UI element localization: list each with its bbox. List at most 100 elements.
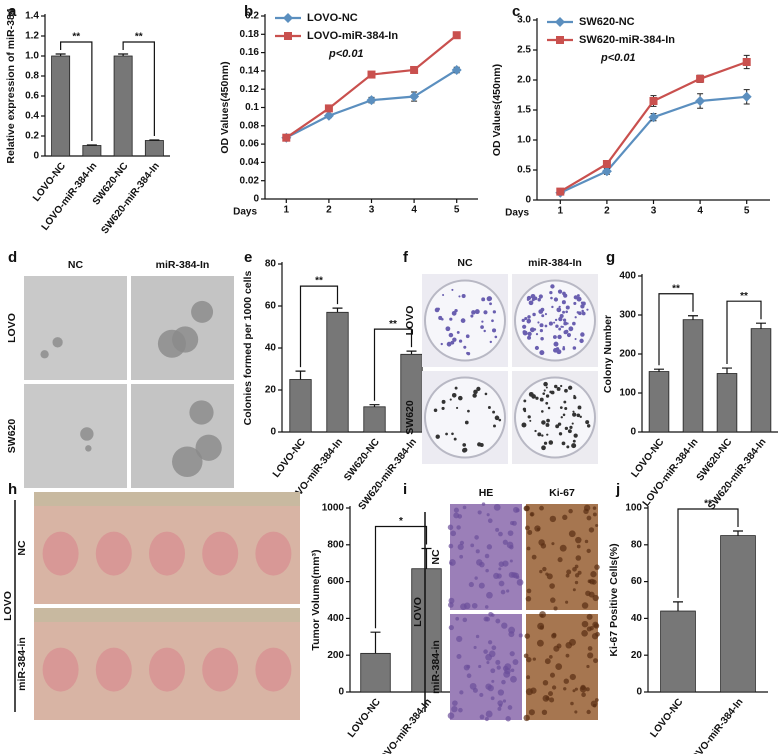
colony	[491, 319, 494, 323]
colony	[522, 324, 527, 329]
y-tick-label: 0	[636, 687, 642, 698]
panel-letter: a	[8, 3, 17, 20]
y-tick-label: 1.2	[25, 31, 39, 42]
cell	[569, 638, 576, 646]
cell	[456, 653, 462, 659]
colony	[550, 390, 555, 395]
cell	[469, 682, 477, 690]
cell	[590, 700, 598, 708]
cell	[592, 594, 599, 602]
colony	[521, 422, 527, 428]
colony	[456, 406, 459, 410]
error-bar	[421, 547, 432, 569]
colony	[564, 426, 569, 431]
y-tick-label: 0	[270, 427, 276, 438]
row-label: NC	[16, 540, 28, 556]
y-tick-label: 0.6	[25, 91, 39, 102]
significance-bracket	[658, 293, 694, 366]
colony	[577, 405, 582, 410]
cell	[496, 665, 501, 670]
cell	[525, 525, 530, 531]
cell	[483, 649, 488, 654]
x-tick-label: LOVO-NC	[648, 697, 685, 740]
colony	[527, 315, 531, 319]
cell	[473, 645, 477, 650]
colony	[539, 397, 544, 402]
row-label: SW620	[404, 400, 416, 435]
colony	[574, 316, 577, 319]
colony	[562, 318, 567, 322]
colony	[579, 338, 584, 344]
colony	[544, 324, 548, 328]
dish	[514, 376, 596, 459]
cell	[512, 659, 519, 665]
cell	[453, 507, 459, 513]
marker	[323, 110, 334, 121]
cell	[594, 698, 599, 702]
colony	[460, 318, 466, 323]
colony	[572, 439, 576, 443]
row-label: LOVO	[404, 306, 416, 336]
colony	[541, 420, 546, 425]
legend-marker	[555, 17, 565, 27]
column-label: miR-384-In	[156, 259, 210, 271]
y-tick-label: 1.0	[25, 51, 39, 62]
colony	[539, 329, 543, 333]
colony	[486, 296, 492, 302]
colony	[540, 307, 545, 312]
cell	[575, 536, 582, 544]
colony	[527, 331, 532, 337]
colony	[548, 321, 553, 326]
cell	[488, 650, 496, 658]
colony	[471, 310, 476, 315]
colony	[492, 328, 497, 333]
colony	[458, 339, 463, 343]
significance-bracket	[122, 41, 155, 136]
colony	[564, 407, 568, 411]
group-label: LOVO	[2, 591, 14, 621]
y-axis-label: Colony Number	[602, 315, 614, 393]
cell	[590, 571, 597, 578]
cell	[452, 700, 458, 706]
cell	[526, 656, 532, 663]
colony	[562, 310, 566, 314]
colony	[533, 328, 537, 331]
colony	[483, 310, 488, 315]
y-tick-label: 40	[631, 613, 643, 624]
tumor	[149, 647, 185, 692]
x-axis-label: Days	[233, 207, 257, 218]
y-tick-label: 300	[619, 310, 636, 321]
cell	[574, 710, 578, 714]
cell	[462, 617, 468, 623]
y-tick-label: 0	[253, 194, 259, 205]
marker	[409, 91, 420, 102]
colony	[565, 310, 568, 314]
colony	[555, 424, 560, 429]
colony	[462, 448, 467, 453]
x-tick-label: 1	[558, 206, 564, 217]
colony	[454, 386, 458, 390]
colony	[565, 305, 570, 310]
x-tick-label: LOVO-miR-384-In	[686, 697, 746, 754]
colony	[531, 396, 535, 399]
colony	[487, 406, 491, 409]
colony	[556, 387, 561, 391]
cell	[470, 543, 475, 548]
colony	[559, 406, 563, 410]
cell	[589, 626, 594, 631]
photo	[24, 384, 127, 488]
cell	[484, 553, 490, 559]
cell	[479, 692, 484, 698]
cell	[542, 566, 547, 572]
colony	[481, 297, 486, 302]
error-bar	[369, 404, 380, 407]
tumor	[202, 647, 239, 692]
cell	[477, 510, 482, 515]
cell	[451, 705, 458, 713]
cell	[471, 602, 478, 609]
dish	[514, 279, 596, 362]
bar	[326, 311, 349, 433]
legend-marker	[283, 13, 293, 23]
error-bar	[654, 368, 664, 372]
cell	[518, 633, 523, 638]
